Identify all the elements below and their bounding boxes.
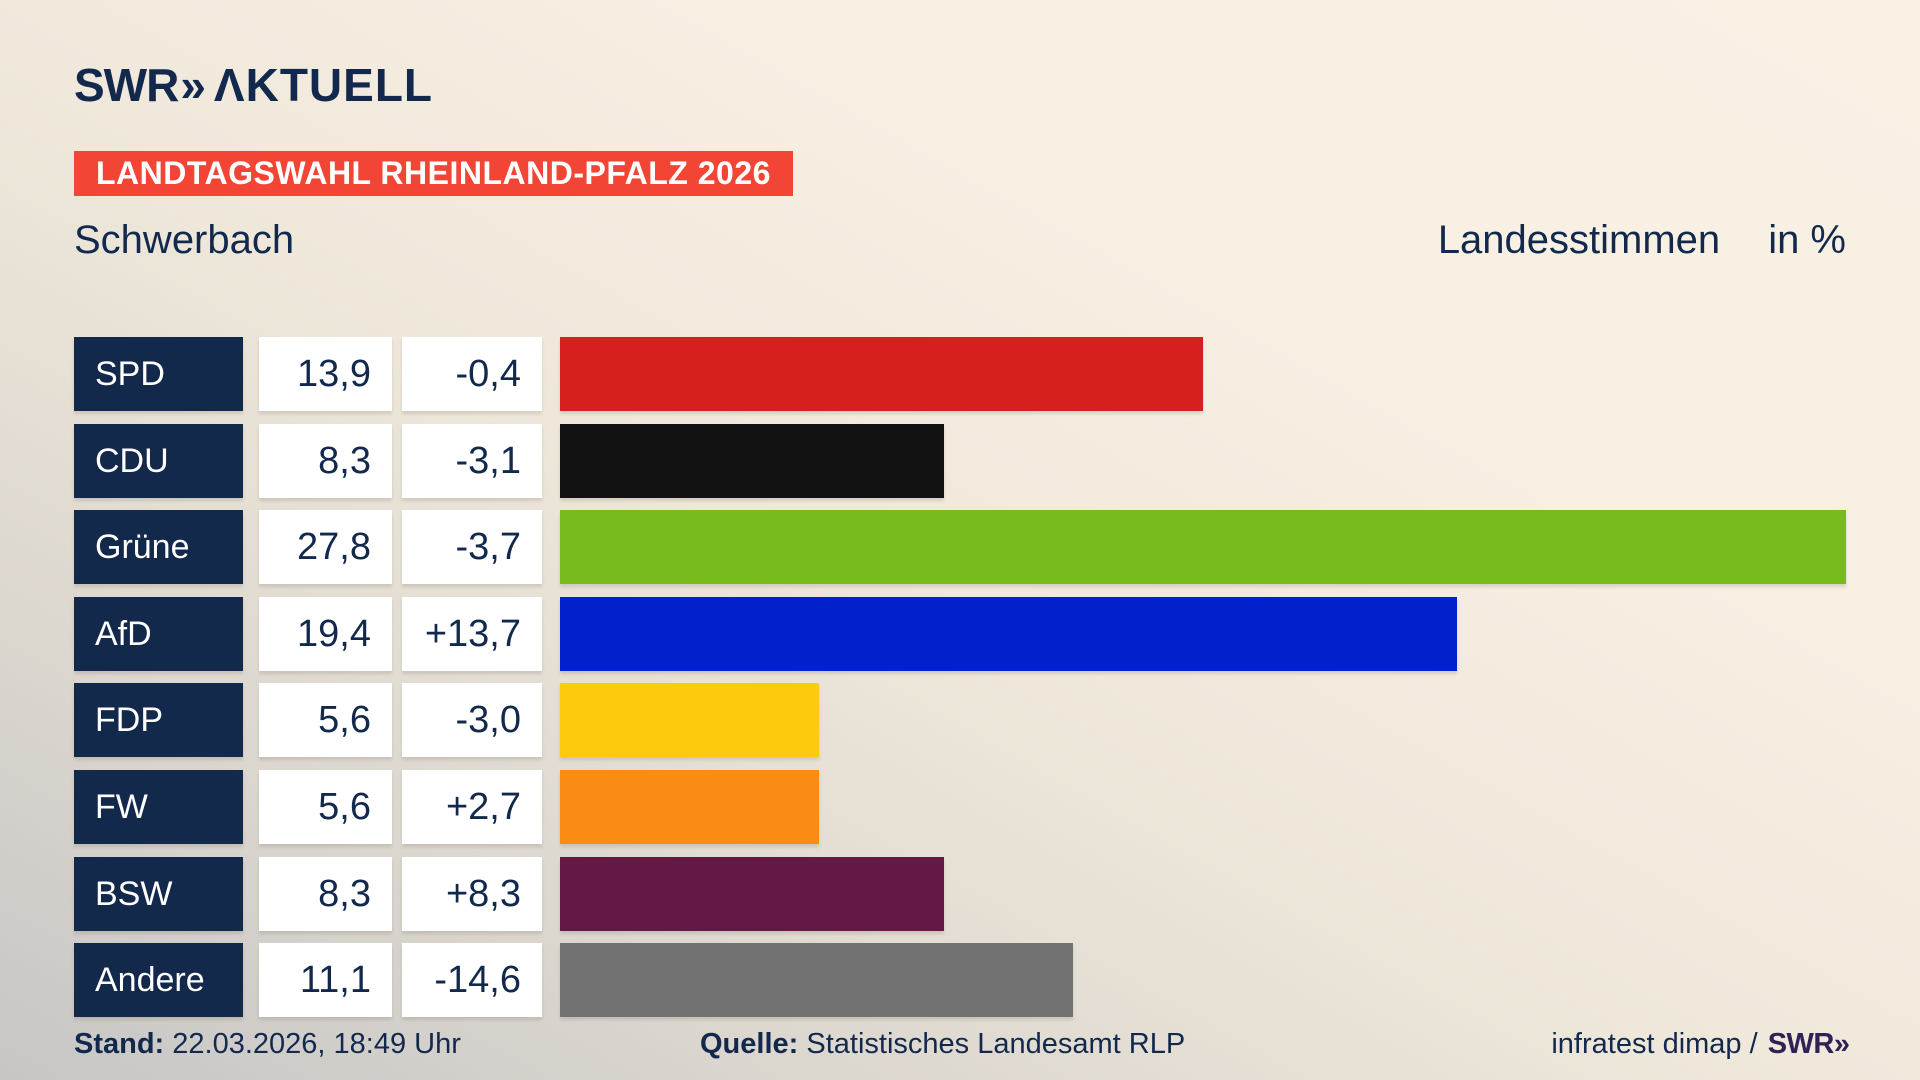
result-row: BSW 8,3 +8,3 [0, 857, 1920, 931]
change-cell: +8,3 [402, 857, 542, 931]
party-label: FDP [74, 683, 243, 757]
result-bar [560, 943, 1073, 1017]
change-cell: +2,7 [402, 770, 542, 844]
value-cell: 5,6 [259, 770, 392, 844]
result-bar [560, 337, 1203, 411]
source-note: Quelle: Statistisches Landesamt RLP [700, 1028, 1185, 1061]
change-cell: +13,7 [402, 597, 542, 671]
credit-chevrons-icon: » [1833, 1028, 1850, 1060]
result-bar [560, 683, 819, 757]
value-cell: 19,4 [259, 597, 392, 671]
vote-type-title: Landesstimmen in % [1438, 218, 1846, 263]
result-row: SPD 13,9 -0,4 [0, 337, 1920, 411]
party-label: Grüne [74, 510, 243, 584]
change-cell: -3,1 [402, 424, 542, 498]
result-row: FW 5,6 +2,7 [0, 770, 1920, 844]
value-cell: 8,3 [259, 857, 392, 931]
party-label: SPD [74, 337, 243, 411]
result-bar [560, 857, 944, 931]
value-cell: 8,3 [259, 424, 392, 498]
result-row: FDP 5,6 -3,0 [0, 683, 1920, 757]
change-cell: -14,6 [402, 943, 542, 1017]
credit-note: infratest dimap / SWR» [1551, 1028, 1850, 1061]
swr-aktuell-logo: SWR» ΛKTUELL [74, 58, 433, 112]
change-cell: -3,0 [402, 683, 542, 757]
party-label: CDU [74, 424, 243, 498]
vote-type-label: Landesstimmen [1437, 218, 1721, 262]
party-label: Andere [74, 943, 243, 1017]
change-cell: -3,7 [402, 510, 542, 584]
result-row: Grüne 27,8 -3,7 [0, 510, 1920, 584]
value-cell: 11,1 [259, 943, 392, 1017]
result-row: AfD 19,4 +13,7 [0, 597, 1920, 671]
value-cell: 13,9 [259, 337, 392, 411]
credit-agency: infratest dimap / [1551, 1028, 1758, 1060]
party-label: BSW [74, 857, 243, 931]
credit-swr-logo: SWR» [1767, 1028, 1850, 1060]
result-bar [560, 510, 1846, 584]
result-bar [560, 597, 1457, 671]
municipality-title: Schwerbach [74, 218, 295, 262]
value-cell: 27,8 [259, 510, 392, 584]
logo-aktuell-text: ΛKTUELL [213, 59, 434, 111]
logo-swr-text: SWR [74, 59, 179, 111]
quelle-label: Quelle: [700, 1028, 799, 1060]
stand-value: 22.03.2026, 18:49 Uhr [172, 1028, 461, 1060]
election-banner: LANDTAGSWAHL RHEINLAND-PFALZ 2026 [74, 151, 793, 196]
result-row: Andere 11,1 -14,6 [0, 943, 1920, 1017]
result-row: CDU 8,3 -3,1 [0, 424, 1920, 498]
unit-label: in % [1768, 218, 1846, 262]
stand-timestamp: Stand: 22.03.2026, 18:49 Uhr [74, 1028, 461, 1061]
party-label: FW [74, 770, 243, 844]
change-cell: -0,4 [402, 337, 542, 411]
value-cell: 5,6 [259, 683, 392, 757]
party-label: AfD [74, 597, 243, 671]
quelle-value: Statistisches Landesamt RLP [806, 1028, 1186, 1060]
result-bar [560, 770, 819, 844]
result-bar [560, 424, 944, 498]
stand-label: Stand: [74, 1028, 165, 1060]
